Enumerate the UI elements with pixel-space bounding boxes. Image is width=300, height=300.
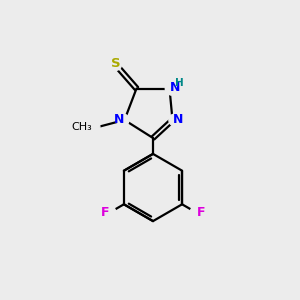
Text: F: F	[197, 206, 206, 219]
Text: N: N	[113, 113, 124, 126]
Text: H: H	[175, 78, 184, 88]
Text: F: F	[100, 206, 109, 219]
Circle shape	[117, 114, 129, 126]
Circle shape	[110, 58, 122, 70]
Circle shape	[83, 119, 100, 136]
Circle shape	[190, 207, 201, 218]
Text: N: N	[173, 113, 184, 126]
Text: CH₃: CH₃	[72, 122, 92, 133]
Text: N: N	[170, 81, 181, 94]
Circle shape	[169, 114, 181, 126]
Circle shape	[105, 207, 116, 218]
Text: S: S	[111, 57, 120, 70]
Circle shape	[165, 82, 178, 95]
